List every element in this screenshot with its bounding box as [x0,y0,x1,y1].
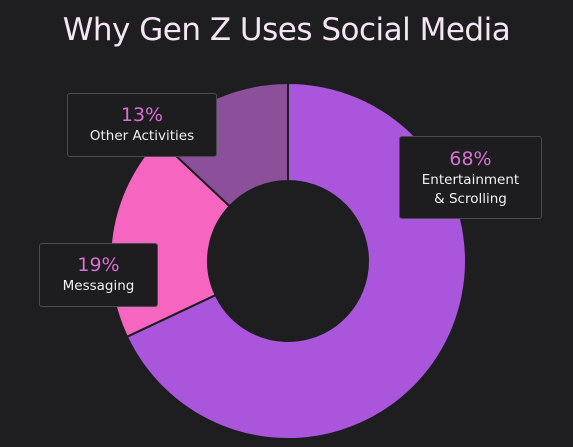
chart-title: Why Gen Z Uses Social Media [62,12,511,48]
slice-label-entertainment: 68% Entertainment & Scrolling [399,136,542,219]
slice-name-messaging: Messaging [62,278,135,294]
slice-name-other: Other Activities [89,128,195,144]
slice-value-other: 13% [120,104,164,126]
slice-name-entertainment-line1: Entertainment [421,172,520,188]
slice-value-entertainment: 68% [449,148,492,170]
slice-name-entertainment-line2: & Scrolling [434,191,507,207]
slice-label-other: 13% Other Activities [67,93,217,157]
slice-value-messaging: 19% [77,254,120,276]
slice-label-messaging: 19% Messaging [39,243,158,307]
